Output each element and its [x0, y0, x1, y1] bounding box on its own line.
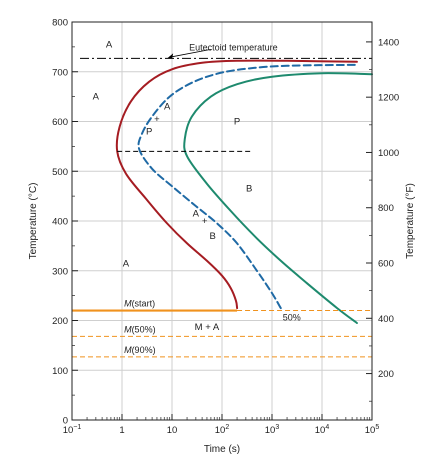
region-label: A — [93, 92, 100, 103]
eutectoid-leader — [169, 48, 211, 58]
region-label: A — [106, 39, 113, 50]
y-tick-label: 700 — [52, 67, 68, 78]
region-label: P — [234, 117, 240, 128]
x-tick-label: 10 — [167, 425, 178, 436]
y2-tick-label: 1000 — [378, 148, 399, 159]
start-curve — [115, 59, 358, 310]
x-tick-label: 10−1 — [63, 424, 82, 436]
y2-tick-label: 1400 — [378, 37, 399, 48]
region-label: B — [209, 231, 215, 242]
y-tick-label: 800 — [52, 18, 68, 29]
region-label: + — [154, 114, 160, 125]
region-label: P — [146, 126, 152, 137]
y-axis-title: Temperature (°C) — [28, 183, 39, 260]
y2-tick-label: 400 — [378, 314, 394, 325]
y2-tick-label: 1200 — [378, 93, 399, 104]
x-tick-label: 1 — [119, 425, 124, 436]
y-tick-label: 500 — [52, 167, 68, 178]
x-tick-label: 104 — [315, 424, 330, 436]
y-tick-label: 600 — [52, 117, 68, 128]
grid-lines — [71, 21, 373, 421]
axes: 10−1 1 10 102 103 104 105 0 100 200 300 400 500 600 70… — [52, 18, 399, 437]
y-tick-label: 200 — [52, 316, 68, 327]
region-label: A — [123, 258, 130, 269]
finish-curve — [183, 72, 373, 324]
x-tick-label: 102 — [215, 424, 230, 436]
y-tick-label: 0 — [63, 416, 68, 427]
martensite-label: M(90%) — [124, 345, 156, 355]
y2-tick-label: 800 — [378, 203, 394, 214]
region-label: A — [193, 209, 200, 220]
region-label: B — [246, 184, 252, 195]
y-tick-label: 100 — [52, 366, 68, 377]
fifty-curve — [137, 63, 358, 310]
fifty-percent-label: 50% — [283, 313, 301, 323]
martensite-label: M(start) — [124, 299, 155, 309]
region-label: A — [164, 102, 171, 113]
y-tick-label: 400 — [52, 217, 68, 228]
y-tick-label: 300 — [52, 266, 68, 277]
x-axis-title: Time (s) — [204, 444, 240, 455]
x-tick-label: 103 — [265, 424, 280, 436]
eutectoid-label: Eutectoid temperature — [189, 42, 278, 52]
region-label: + — [202, 216, 208, 227]
martensite-label: M(50%) — [124, 324, 156, 334]
y2-tick-label: 600 — [378, 259, 394, 270]
y2-axis-title: Temperature (°F) — [405, 183, 416, 259]
y2-tick-label: 200 — [378, 369, 394, 380]
x-tick-label: 105 — [365, 424, 380, 436]
reference-lines: Eutectoid temperature M(start) M(50%) M(90%… — [72, 42, 372, 358]
eutectoid-arrowhead — [167, 53, 174, 59]
transformation-curves — [115, 59, 373, 324]
region-label: M + A — [195, 322, 220, 333]
